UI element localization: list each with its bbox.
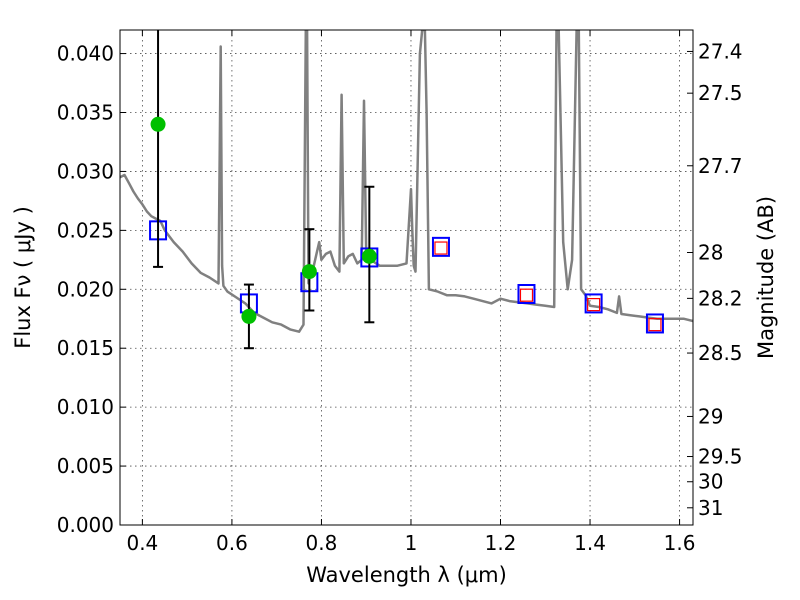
x-tick-label: 0.4 bbox=[126, 531, 158, 555]
y-tick-label: 0.030 bbox=[57, 159, 114, 183]
axis-ticks: 0.4 0.6 0.8 1 1.2 1.4 1.6 0.000 0.005 0.010 0.015 0… bbox=[57, 30, 743, 555]
x-tick-label: 0.6 bbox=[216, 531, 248, 555]
blue-square-point bbox=[431, 236, 450, 257]
green-circle-point bbox=[150, 116, 166, 132]
green-circle-point bbox=[301, 264, 317, 280]
x-axis-label: Wavelength λ (μm) bbox=[306, 563, 507, 587]
y2-tick-label: 28 bbox=[698, 241, 723, 265]
x-tick-label: 1.4 bbox=[574, 531, 606, 555]
plot-frame bbox=[119, 29, 694, 526]
y2-tick-label: 30 bbox=[698, 470, 723, 494]
y2-tick-label: 27.7 bbox=[698, 154, 743, 178]
red-square-point bbox=[519, 288, 534, 302]
x-tick-label: 1.6 bbox=[664, 531, 696, 555]
y2-tick-label: 27.5 bbox=[698, 81, 743, 105]
y2-tick-label: 27.4 bbox=[698, 39, 743, 63]
red-square-point bbox=[587, 298, 601, 312]
y2-tick-label: 29.5 bbox=[698, 445, 743, 469]
red-square-point bbox=[648, 318, 662, 332]
plot-area bbox=[120, 30, 693, 350]
y-tick-label: 0.035 bbox=[57, 101, 114, 125]
y-axis-label: Flux Fν ( μJy ) bbox=[11, 206, 35, 349]
y-tick-label: 0.005 bbox=[57, 454, 114, 478]
y2-tick-label: 28.5 bbox=[698, 341, 743, 365]
y-tick-label: 0.025 bbox=[57, 218, 114, 242]
spectrum-line bbox=[120, 30, 693, 333]
green-circle-point bbox=[241, 308, 257, 324]
green-circle-point bbox=[361, 248, 377, 264]
blue-square-point bbox=[645, 313, 664, 334]
grid bbox=[120, 30, 693, 525]
y2-tick-label: 31 bbox=[698, 496, 723, 520]
x-tick-label: 1.2 bbox=[485, 531, 517, 555]
y2-tick-label: 28.2 bbox=[698, 286, 743, 310]
x-tick-label: 1 bbox=[405, 531, 418, 555]
y-tick-label: 0.040 bbox=[57, 42, 114, 66]
y-tick-label: 0.015 bbox=[57, 336, 114, 360]
y-tick-label: 0.020 bbox=[57, 277, 114, 301]
y-tick-label: 0.000 bbox=[57, 513, 114, 537]
blue-square-point bbox=[517, 284, 536, 304]
y2-tick-label: 29 bbox=[698, 404, 723, 428]
y2-axis-label: Magnitude (AB) bbox=[754, 196, 778, 359]
x-tick-label: 0.8 bbox=[306, 531, 338, 555]
red-square-point bbox=[434, 241, 448, 255]
y-tick-label: 0.010 bbox=[57, 395, 114, 419]
blue-square-point bbox=[584, 293, 603, 314]
